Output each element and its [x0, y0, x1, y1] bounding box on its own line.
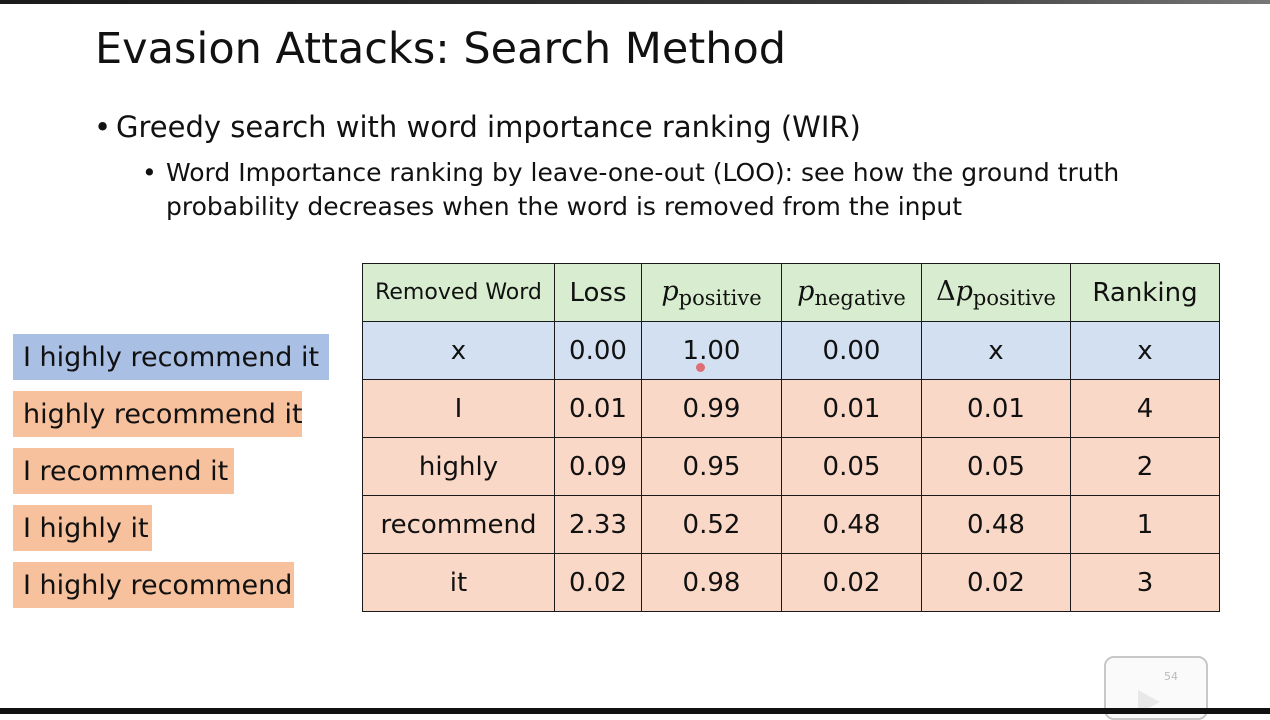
cell-p-positive: 0.98: [641, 553, 782, 612]
sentence-variant: I recommend it: [13, 448, 234, 494]
cell-p-positive: 0.99: [641, 379, 782, 438]
cell-loss: 2.33: [554, 495, 642, 554]
cell-rank: 2: [1070, 437, 1220, 496]
cell-loss: 0.00: [554, 321, 642, 380]
cell-p-negative: 0.01: [781, 379, 922, 438]
cell-p-positive: 1.00: [641, 321, 782, 380]
bullet-level1-text: Greedy search with word importance ranki…: [116, 110, 861, 144]
table-row: highly 0.09 0.95 0.05 0.05 2: [362, 437, 1220, 496]
cell-word: it: [362, 553, 555, 612]
table-row: it 0.02 0.98 0.02 0.02 3: [362, 553, 1220, 612]
cell-rank: 4: [1070, 379, 1220, 438]
cell-p-negative: 0.00: [781, 321, 922, 380]
laser-pointer-cursor: [696, 363, 705, 372]
cell-word: x: [362, 321, 555, 380]
cell-p-negative: 0.05: [781, 437, 922, 496]
cell-word: I: [362, 379, 555, 438]
top-border: [0, 0, 1270, 4]
bottom-border: [0, 708, 1270, 714]
cell-loss: 0.01: [554, 379, 642, 438]
sentence-variant: I highly it: [13, 505, 152, 551]
cell-p-positive: 0.52: [641, 495, 782, 554]
wir-table: Removed Word Loss ppositive pnegative Δp…: [362, 263, 1220, 612]
cell-delta: x: [921, 321, 1071, 380]
page-number: 54: [1164, 670, 1178, 683]
header-delta-p-positive: Δppositive: [921, 263, 1071, 322]
cell-delta: 0.01: [921, 379, 1071, 438]
cell-rank: x: [1070, 321, 1220, 380]
table-header-row: Removed Word Loss ppositive pnegative Δp…: [362, 263, 1220, 322]
header-ranking: Ranking: [1070, 263, 1220, 322]
bullet-level1: • Greedy search with word importance rank…: [94, 110, 861, 144]
header-loss: Loss: [554, 263, 642, 322]
sentence-variant: highly recommend it: [13, 391, 303, 437]
bullet-dot: •: [142, 158, 157, 187]
cell-p-negative: 0.02: [781, 553, 922, 612]
header-removed-word: Removed Word: [362, 263, 555, 322]
cell-delta: 0.02: [921, 553, 1071, 612]
cell-loss: 0.09: [554, 437, 642, 496]
table-row: I 0.01 0.99 0.01 0.01 4: [362, 379, 1220, 438]
header-p-negative: pnegative: [781, 263, 922, 322]
sentence-variant: I highly recommend: [13, 562, 294, 608]
cell-delta: 0.05: [921, 437, 1071, 496]
table-row: recommend 2.33 0.52 0.48 0.48 1: [362, 495, 1220, 554]
header-p-positive: ppositive: [641, 263, 782, 322]
cell-word: highly: [362, 437, 555, 496]
bullet-level2: • Word Importance ranking by leave-one-o…: [142, 156, 1222, 224]
cell-p-positive: 0.95: [641, 437, 782, 496]
cell-p-negative: 0.48: [781, 495, 922, 554]
sentence-original: I highly recommend it: [13, 334, 329, 380]
bullet-level2-text: Word Importance ranking by leave-one-out…: [166, 158, 1120, 221]
slide-title: Evasion Attacks: Search Method: [95, 24, 787, 74]
cell-word: recommend: [362, 495, 555, 554]
cell-rank: 1: [1070, 495, 1220, 554]
cell-delta: 0.48: [921, 495, 1071, 554]
bullet-dot: •: [94, 110, 112, 144]
table-row: x 0.00 1.00 0.00 x x: [362, 321, 1220, 380]
cell-rank: 3: [1070, 553, 1220, 612]
cell-loss: 0.02: [554, 553, 642, 612]
